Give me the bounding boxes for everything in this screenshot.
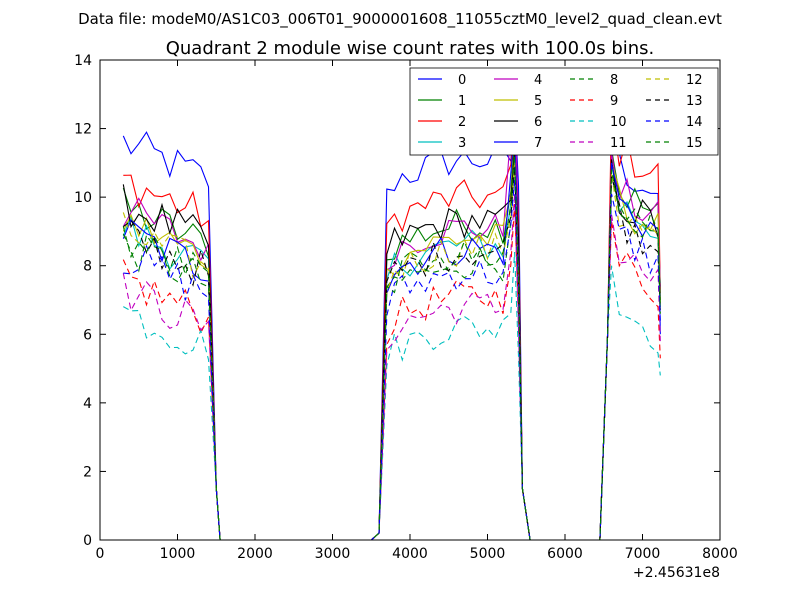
- legend-label-1: 1: [458, 94, 466, 109]
- axes-group: 0 1000 2000 3000 4000 5000 6000 7000 80000246810…: [74, 53, 738, 562]
- x-tick-label: 7000: [625, 546, 661, 562]
- x-tick-label: 8000: [702, 546, 738, 562]
- x-tick-label: 5000: [470, 546, 506, 562]
- figure-suptitle: Data file: modeM0/AS1C03_006T01_90000016…: [78, 10, 722, 29]
- y-tick-label: 10: [74, 190, 92, 206]
- legend-label-4: 4: [534, 73, 542, 88]
- legend-label-14: 14: [686, 115, 703, 130]
- x-tick-label: 1000: [160, 546, 196, 562]
- legend-label-3: 3: [458, 136, 466, 151]
- legend-label-9: 9: [610, 94, 618, 109]
- y-tick-label: 14: [74, 53, 92, 69]
- x-tick-label: 0: [96, 546, 105, 562]
- y-tick-label: 6: [83, 327, 92, 343]
- y-tick-label: 0: [83, 533, 92, 549]
- x-tick-label: 3000: [315, 546, 351, 562]
- series-line-11: [122, 193, 661, 541]
- y-tick-label: 12: [74, 122, 92, 138]
- legend-box: [409, 67, 719, 156]
- x-tick-label: 4000: [392, 546, 428, 562]
- legend-label-5: 5: [534, 94, 542, 109]
- legend-label-13: 13: [686, 94, 703, 109]
- legend-label-7: 7: [534, 136, 542, 151]
- chart-title: Quadrant 2 module wise count rates with …: [166, 38, 655, 59]
- plot-series-group: [122, 70, 661, 541]
- y-tick-label: 4: [83, 396, 92, 412]
- series-line-13: [122, 166, 661, 541]
- legend-label-8: 8: [610, 73, 618, 88]
- legend-label-12: 12: [686, 73, 703, 88]
- legend-label-2: 2: [458, 115, 466, 130]
- series-line-14: [123, 179, 661, 541]
- legend-label-10: 10: [610, 115, 627, 130]
- legend-label-0: 0: [458, 73, 466, 88]
- legend-label-15: 15: [686, 136, 703, 151]
- x-offset-label: +2.45631e8: [633, 565, 720, 581]
- y-tick-label: 2: [83, 464, 92, 480]
- legend-label-6: 6: [534, 115, 542, 130]
- legend-label-11: 11: [610, 136, 627, 151]
- x-tick-label: 6000: [547, 546, 583, 562]
- x-tick-label: 2000: [237, 546, 273, 562]
- y-tick-label: 8: [83, 259, 92, 275]
